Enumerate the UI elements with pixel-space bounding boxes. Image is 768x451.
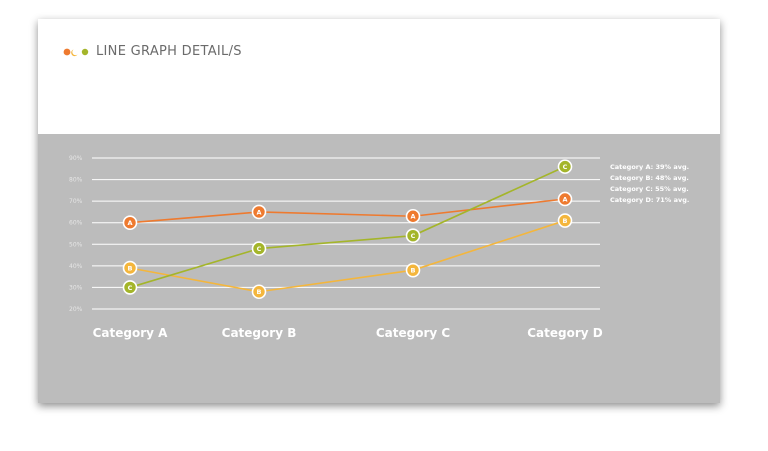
slide: LINE GRAPH DETAIL/S 90% 80% 70% 60% 50% 40% 30… bbox=[38, 19, 720, 403]
data-point-a bbox=[405, 208, 421, 224]
data-point-c bbox=[251, 241, 267, 256]
line-chart: 90% 80% 70% 60% 50% 40% 30% 20% Category A Catego… bbox=[69, 155, 603, 340]
data-point-label: C bbox=[411, 232, 416, 240]
x-tick-label: Category B bbox=[222, 326, 297, 340]
data-point-b bbox=[405, 262, 421, 278]
data-point-label: C bbox=[128, 284, 133, 292]
chart-panel: 90% 80% 70% 60% 50% 40% 30% 20% Category A Catego… bbox=[38, 134, 720, 403]
data-point-label: C bbox=[257, 245, 262, 253]
data-point-label: B bbox=[411, 267, 416, 275]
data-point-a bbox=[122, 215, 138, 231]
data-point-label: A bbox=[410, 213, 415, 221]
y-tick-label: 50% bbox=[69, 241, 83, 248]
data-point-a bbox=[251, 204, 267, 220]
data-point-b bbox=[122, 260, 138, 276]
page-title: LINE GRAPH DETAIL/S bbox=[96, 44, 242, 59]
data-point-label: C bbox=[563, 163, 568, 171]
legend-item-category-d: Category D: 71% avg. bbox=[610, 196, 690, 204]
y-tick-label: 90% bbox=[69, 155, 83, 162]
data-point-a bbox=[557, 191, 573, 207]
legend: Category A: 39% avg. Category B: 48% avg… bbox=[610, 162, 689, 206]
data-point-label: B bbox=[257, 288, 262, 296]
data-point-b bbox=[557, 213, 573, 228]
green-dot-icon bbox=[81, 48, 89, 55]
data-point-b bbox=[251, 284, 267, 300]
logo-dots-icon bbox=[63, 48, 89, 56]
x-tick-label: Category D bbox=[527, 326, 603, 340]
data-point-label: A bbox=[256, 208, 261, 216]
series-line-c bbox=[129, 165, 566, 289]
orange-drop-icon bbox=[63, 48, 71, 55]
data-point-label: B bbox=[563, 217, 568, 225]
data-point-label: B bbox=[128, 264, 133, 272]
data-point-c bbox=[122, 280, 138, 295]
series-line-b bbox=[129, 219, 566, 293]
legend-item-category-c: Category C: 55% avg. bbox=[610, 185, 689, 193]
y-tick-label: 80% bbox=[69, 177, 83, 184]
data-point-label: A bbox=[127, 219, 132, 227]
series-line-a bbox=[129, 198, 566, 224]
y-tick-label: 70% bbox=[69, 198, 83, 205]
x-tick-label: Category A bbox=[93, 326, 169, 340]
title-row: LINE GRAPH DETAIL/S bbox=[62, 44, 242, 59]
y-tick-label: 40% bbox=[69, 263, 83, 270]
yellow-drop-icon bbox=[71, 49, 78, 56]
data-point-c bbox=[557, 159, 573, 174]
slide-header: LINE GRAPH DETAIL/S bbox=[38, 19, 720, 134]
x-tick-label: Category C bbox=[376, 326, 451, 340]
y-tick-label: 20% bbox=[69, 306, 83, 313]
data-point-label: A bbox=[562, 195, 567, 203]
y-tick-label: 30% bbox=[69, 284, 83, 291]
legend-item-category-b: Category B: 48% avg. bbox=[610, 174, 689, 182]
legend-item-category-a: Category A: 39% avg. bbox=[610, 163, 690, 171]
y-tick-label: 60% bbox=[69, 220, 83, 227]
data-point-c bbox=[405, 228, 421, 243]
